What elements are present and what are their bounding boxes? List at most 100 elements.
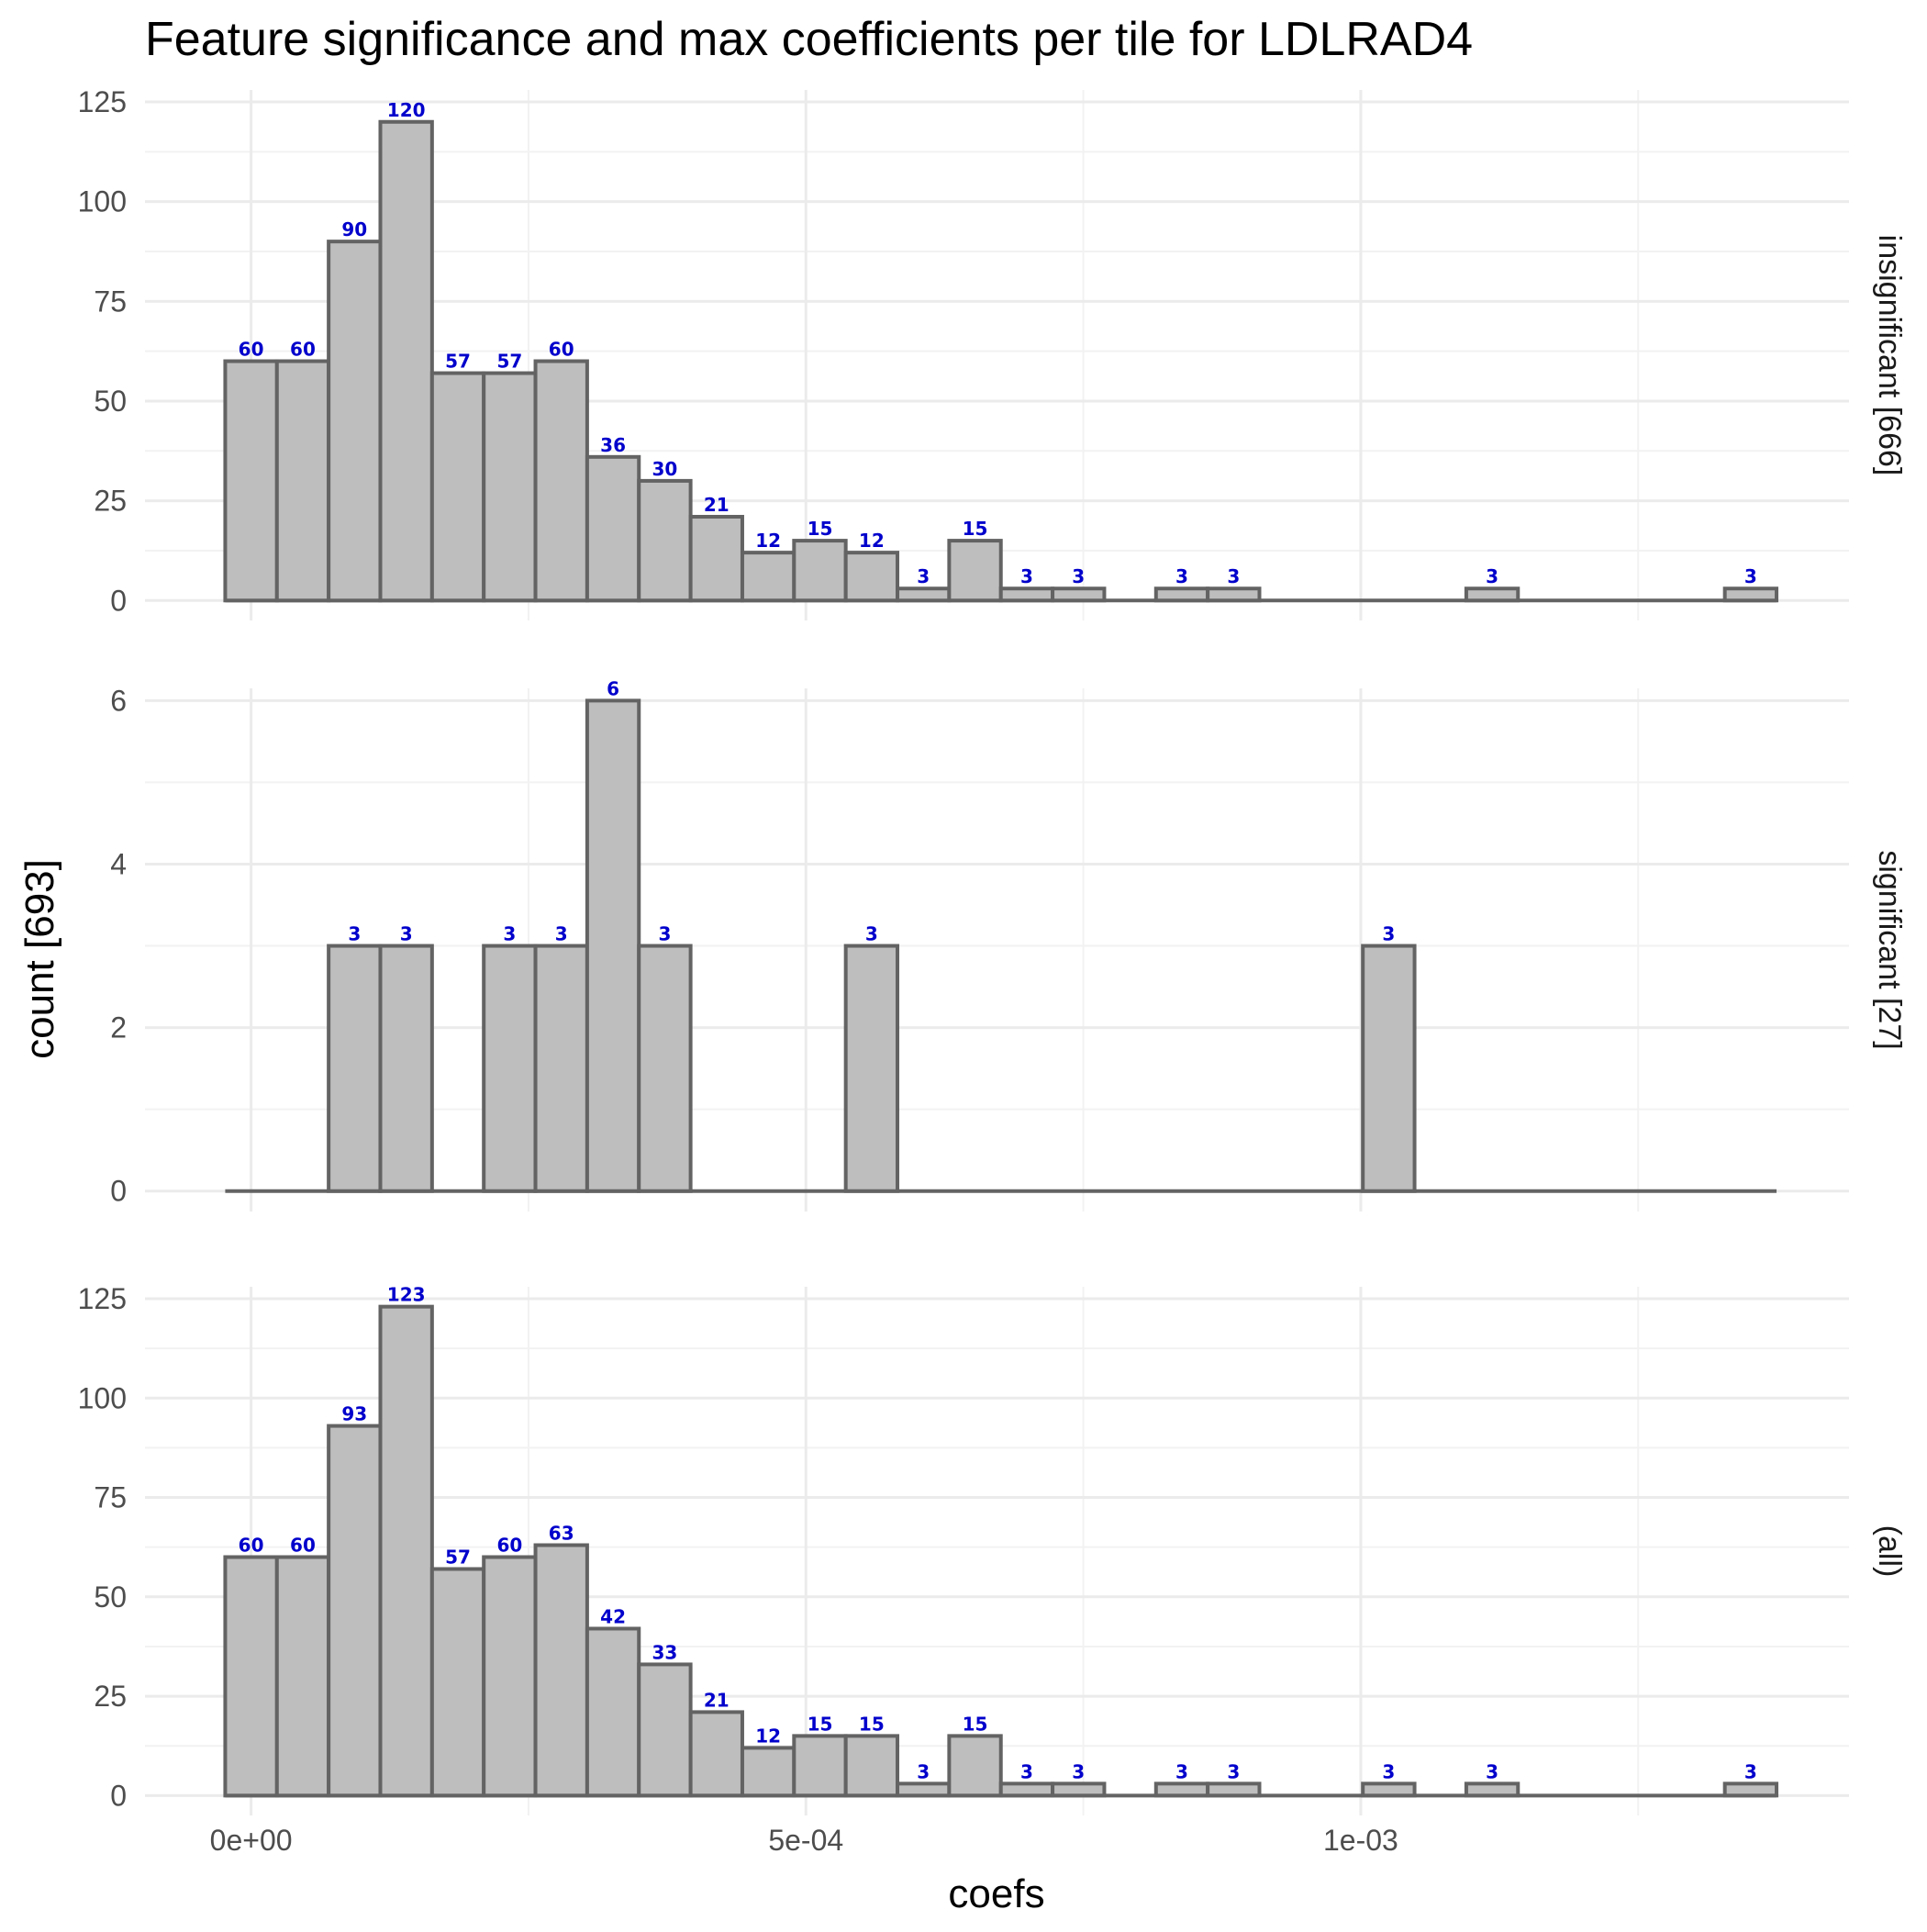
histogram-bar	[740, 1746, 796, 1798]
histogram-bar	[688, 1710, 744, 1798]
bar-count-label: 15	[808, 518, 833, 540]
bar-count-label: 15	[859, 1713, 885, 1735]
histogram-bar	[378, 944, 434, 1193]
histogram-bar	[585, 698, 641, 1193]
histogram-bar	[1153, 586, 1210, 603]
facet-strip-label: insignificant [666]	[1872, 235, 1907, 476]
bar-count-label: 12	[755, 530, 781, 552]
histogram-bar	[688, 515, 744, 603]
histogram-bar	[533, 944, 589, 1193]
histogram-bar	[998, 1781, 1055, 1798]
histogram-bar	[740, 551, 796, 603]
histogram-bar	[585, 454, 641, 603]
bar-count-label: 3	[1227, 1760, 1240, 1782]
bar-count-label: 12	[859, 530, 885, 552]
bar-count-label: 60	[239, 339, 264, 361]
y-tick-label: 4	[110, 847, 127, 880]
bar-count-label: 3	[503, 923, 516, 945]
histogram-bar	[1361, 944, 1417, 1193]
histogram-bar	[843, 1734, 900, 1798]
histogram-bar	[947, 539, 1003, 603]
bar-count-label: 42	[600, 1605, 626, 1627]
histogram-bar	[1051, 1781, 1107, 1798]
histogram-bar	[792, 1734, 848, 1798]
y-tick-label: 6	[110, 684, 127, 717]
x-tick-label: 5e-04	[768, 1824, 843, 1857]
histogram-bar	[482, 1555, 538, 1798]
histogram-bar	[533, 359, 589, 603]
histogram-bar	[843, 944, 900, 1193]
facet-panel-1: 0 2 4 6 3 3 3 3 6 3 3 3 significant [27]	[110, 677, 1907, 1212]
histogram-bar	[998, 586, 1055, 603]
y-tick-label: 0	[110, 1779, 127, 1812]
histogram-bar	[1051, 586, 1107, 603]
histogram-bar	[327, 1424, 383, 1798]
histogram-bar	[223, 1555, 279, 1798]
bar-count-label: 60	[290, 339, 316, 361]
y-tick-label: 75	[94, 1481, 127, 1514]
bar-count-label: 3	[555, 923, 568, 945]
y-tick-label: 50	[94, 1580, 127, 1614]
bar-count-label: 3	[1072, 565, 1085, 587]
bar-count-label: 3	[1744, 565, 1757, 587]
bar-count-label: 15	[963, 1713, 988, 1735]
bar-count-label: 3	[1382, 923, 1395, 945]
bar-count-label: 3	[348, 923, 361, 945]
bar-count-label: 30	[652, 458, 678, 480]
bar-count-label: 3	[658, 923, 671, 945]
histogram-bar	[843, 551, 900, 603]
bar-count-label: 3	[1486, 1760, 1498, 1782]
histogram-bar	[223, 359, 279, 603]
bar-count-label: 90	[341, 218, 367, 240]
histogram-bar	[792, 539, 848, 603]
bar-count-label: 12	[755, 1725, 781, 1747]
y-tick-label: 0	[110, 584, 127, 617]
bar-count-label: 120	[387, 99, 426, 121]
histogram-bar	[327, 240, 383, 603]
bar-count-label: 3	[865, 923, 878, 945]
histogram-bar	[482, 371, 538, 603]
bar-count-label: 15	[808, 1713, 833, 1735]
y-axis-title: count [693]	[17, 859, 62, 1059]
facet-strip-label: (all)	[1872, 1525, 1907, 1578]
bar-count-label: 3	[1486, 565, 1498, 587]
bar-count-label: 60	[549, 339, 574, 361]
y-tick-label: 0	[110, 1175, 127, 1208]
bar-count-label: 3	[1382, 1760, 1395, 1782]
histogram-bar	[896, 1781, 952, 1798]
histogram-bar	[378, 1304, 434, 1798]
x-tick-label: 0e+00	[210, 1824, 293, 1857]
histogram-bar	[274, 1555, 331, 1798]
bar-count-label: 3	[400, 923, 413, 945]
bar-count-label: 21	[704, 494, 730, 516]
x-tick-label: 1e-03	[1323, 1824, 1398, 1857]
histogram-bar	[637, 944, 693, 1193]
histogram-bar	[637, 478, 693, 603]
histogram-bar	[637, 1662, 693, 1798]
bar-count-label: 3	[917, 1760, 930, 1782]
histogram-bar	[1361, 1781, 1417, 1798]
histogram-bar	[378, 119, 434, 603]
histogram-bar	[533, 1543, 589, 1798]
bar-count-label: 60	[290, 1534, 316, 1556]
bar-count-label: 60	[239, 1534, 264, 1556]
y-tick-label: 125	[78, 85, 127, 118]
bar-count-label: 3	[1072, 1760, 1085, 1782]
histogram-bar	[429, 371, 486, 603]
y-tick-label: 75	[94, 285, 127, 318]
facet-panel-0: 0 25 50 75 100 125 60 60 90 120 57 57 60 36 30 21 12 15 12…	[78, 85, 1907, 620]
histogram-bar	[1722, 1781, 1779, 1798]
bar-count-label: 3	[1175, 1760, 1188, 1782]
y-tick-label: 25	[94, 1680, 127, 1713]
facet-strip-label: significant [27]	[1872, 850, 1907, 1049]
histogram-bar	[1464, 586, 1520, 603]
histogram-bar	[1722, 586, 1779, 603]
bar-count-label: 3	[1175, 565, 1188, 587]
bar-count-label: 3	[1020, 1760, 1033, 1782]
histogram-bar	[327, 944, 383, 1193]
histogram-bar	[274, 359, 331, 603]
